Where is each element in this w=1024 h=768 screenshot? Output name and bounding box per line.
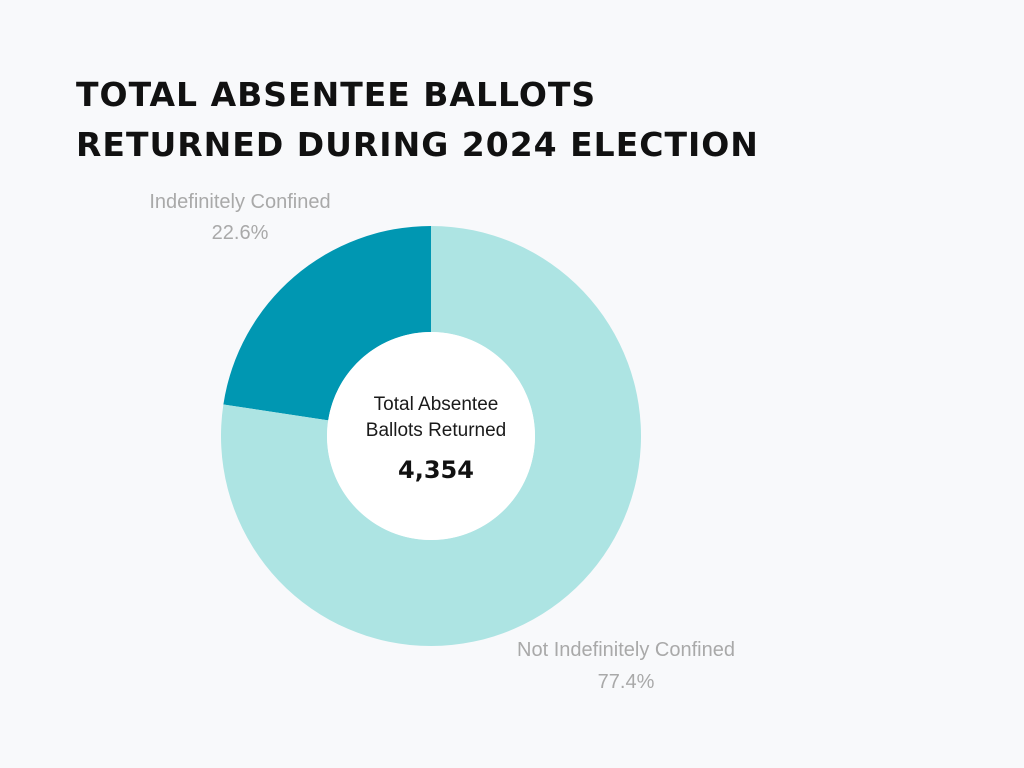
donut-slice-indefinitely-confined bbox=[223, 226, 431, 421]
center-label-line-2: Ballots Returned bbox=[366, 420, 506, 441]
chart-title-line-1: TOTAL ABSENTEE BALLOTS bbox=[76, 75, 597, 114]
slice-value-not-indefinitely-confined: 77.4% bbox=[598, 671, 655, 693]
chart-title: TOTAL ABSENTEE BALLOTS RETURNED DURING 2… bbox=[76, 70, 759, 170]
donut-slices bbox=[221, 226, 641, 646]
center-total-value: 4,354 bbox=[398, 456, 474, 484]
slice-label-indefinitely-confined: Indefinitely Confined bbox=[149, 191, 330, 213]
donut-hole bbox=[327, 332, 535, 540]
donut-slice-not-indefinitely-confined bbox=[221, 226, 641, 646]
slice-value-indefinitely-confined: 22.6% bbox=[212, 222, 269, 244]
slice-label-not-indefinitely-confined: Not Indefinitely Confined bbox=[517, 639, 735, 661]
center-label-line-1: Total Absentee bbox=[374, 394, 499, 415]
chart-title-line-2: RETURNED DURING 2024 ELECTION bbox=[76, 125, 759, 164]
